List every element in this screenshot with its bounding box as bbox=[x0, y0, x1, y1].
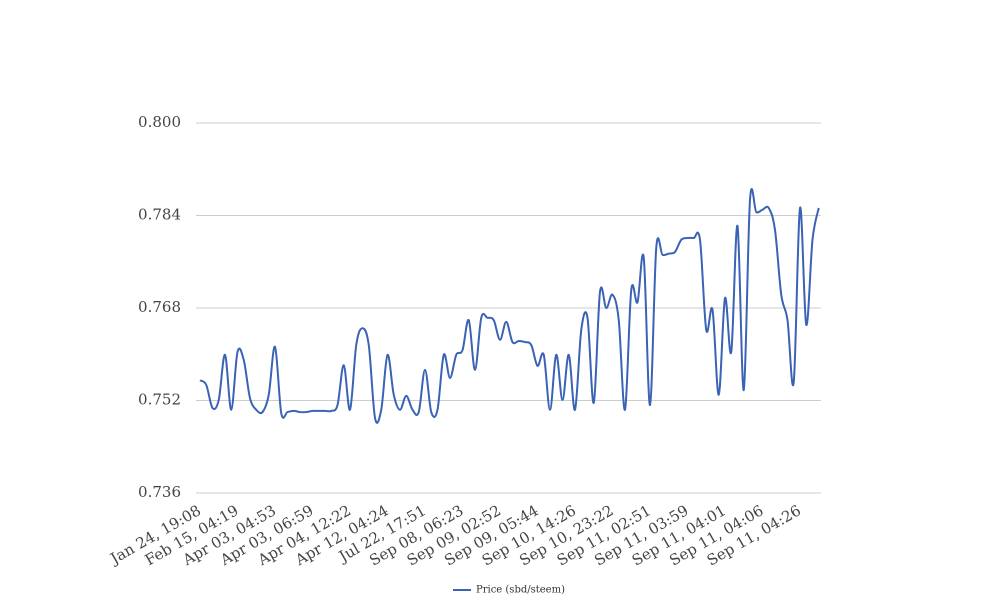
y-tick-label: 0.784 bbox=[138, 206, 181, 224]
price-line bbox=[199, 188, 820, 424]
legend-label: Price (sbd/steem) bbox=[476, 585, 565, 596]
y-tick-label: 0.736 bbox=[138, 483, 181, 501]
y-tick-label: 0.800 bbox=[138, 113, 181, 131]
y-tick-label: 0.752 bbox=[138, 391, 181, 409]
y-tick-label: 0.768 bbox=[138, 298, 181, 316]
